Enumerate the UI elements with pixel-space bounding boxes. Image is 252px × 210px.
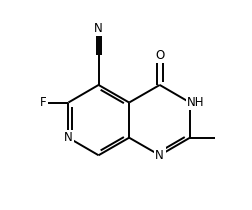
Text: NH: NH (187, 96, 205, 109)
Text: N: N (94, 21, 103, 34)
Text: O: O (155, 49, 164, 62)
Text: N: N (155, 149, 164, 162)
Text: F: F (40, 96, 46, 109)
Text: N: N (64, 131, 73, 144)
